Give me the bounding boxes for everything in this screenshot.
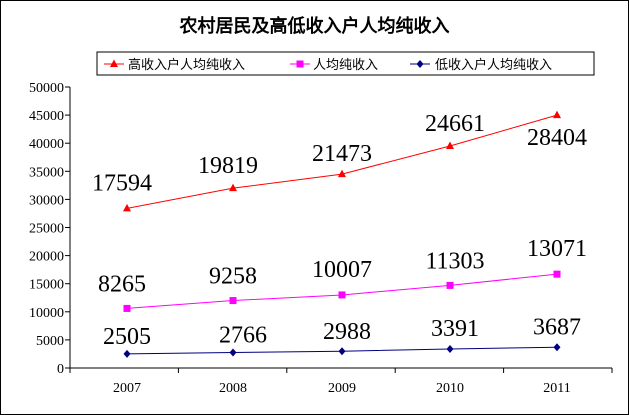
y-tick-label: 40000 bbox=[29, 137, 64, 152]
y-tick-label: 45000 bbox=[29, 109, 64, 124]
data-point bbox=[123, 304, 131, 312]
y-tick-label: 30000 bbox=[29, 193, 64, 208]
x-tick-label: 2010 bbox=[436, 381, 464, 396]
data-label: 17594 bbox=[92, 170, 152, 196]
data-label: 2988 bbox=[323, 319, 371, 345]
data-point bbox=[553, 343, 561, 352]
x-tick-label: 2011 bbox=[543, 381, 570, 396]
data-label: 2505 bbox=[103, 324, 151, 350]
data-label: 10007 bbox=[312, 257, 372, 283]
data-label: 3391 bbox=[431, 316, 479, 342]
chart-title: 农村居民及高低收入户人均纯收入 bbox=[179, 16, 450, 37]
data-point bbox=[338, 169, 346, 178]
data-label: 24661 bbox=[425, 111, 485, 137]
x-tick-label: 2007 bbox=[113, 381, 141, 396]
data-label: 3687 bbox=[533, 314, 581, 340]
x-tick-label: 2008 bbox=[219, 381, 247, 396]
legend-label: 人均纯收入 bbox=[313, 58, 378, 73]
legend-marker bbox=[416, 60, 424, 68]
data-label: 11303 bbox=[425, 248, 484, 274]
data-point bbox=[229, 348, 237, 357]
legend-label: 低收入户人均纯收入 bbox=[435, 57, 552, 73]
data-point bbox=[338, 291, 346, 299]
legend: 高收入户人均纯收入 人均纯收入 低收入户人均纯收入 bbox=[104, 57, 552, 73]
data-point bbox=[446, 344, 454, 353]
data-point bbox=[338, 347, 346, 356]
data-point bbox=[553, 270, 561, 278]
y-tick-label: 15000 bbox=[29, 278, 64, 293]
x-tick-label: 2009 bbox=[328, 381, 356, 396]
data-point bbox=[446, 281, 454, 289]
axes: 0 5000 10000 15000 20000 25000 30000 35000 40000… bbox=[29, 81, 613, 396]
data-point bbox=[123, 203, 131, 212]
data-label: 28404 bbox=[527, 125, 587, 151]
data-label: 8265 bbox=[98, 271, 146, 297]
y-tick-label: 25000 bbox=[29, 222, 64, 237]
legend-marker bbox=[296, 60, 304, 68]
y-tick-label: 50000 bbox=[29, 81, 64, 96]
data-label: 2766 bbox=[219, 322, 267, 348]
data-label: 19819 bbox=[198, 153, 258, 179]
y-tick-label: 20000 bbox=[29, 250, 64, 265]
data-label: 9258 bbox=[209, 264, 257, 290]
data-point bbox=[553, 110, 561, 119]
data-point bbox=[229, 183, 237, 192]
series-group: 17594 19819 21473 24661 28404 8265 9258 10007 11… bbox=[92, 110, 587, 358]
legend-marker bbox=[110, 59, 118, 67]
data-label: 13071 bbox=[527, 236, 587, 262]
data-point bbox=[123, 349, 131, 358]
legend-box bbox=[96, 51, 595, 76]
y-tick-label: 5000 bbox=[36, 334, 64, 349]
legend-label: 高收入户人均纯收入 bbox=[128, 57, 245, 73]
y-tick-label: 35000 bbox=[29, 165, 64, 180]
data-label: 21473 bbox=[312, 141, 372, 167]
y-tick-label: 0 bbox=[57, 362, 64, 377]
y-tick-label: 10000 bbox=[29, 306, 64, 321]
data-point bbox=[229, 297, 237, 305]
data-point bbox=[446, 141, 454, 150]
